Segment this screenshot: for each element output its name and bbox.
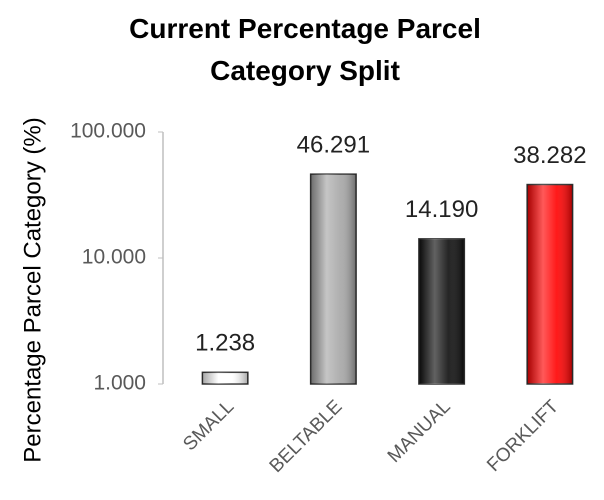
bar-shine [310,174,357,384]
data-label: 1.238 [195,330,255,357]
y-tick-label: 10.000 [82,246,146,269]
x-tick-label: MANUAL [384,396,455,467]
x-tick-label: SMALL [179,396,238,455]
x-tick-label: BELTABLE [266,396,347,477]
x-tick-label: FORKLIFT [483,396,563,476]
chart-title: Current Percentage Parcel Category Split [129,13,481,86]
bar-shine [202,372,248,384]
data-label: 38.282 [513,142,586,169]
bar-shine [418,238,465,384]
y-tick-label: 100.000 [70,120,146,143]
data-label: 46.291 [297,131,370,158]
data-label: 14.190 [405,196,478,223]
y-tick-label: 1.000 [93,372,146,395]
bar-shine [527,184,573,384]
y-axis-label: Percentage Parcel Category (%) [19,117,46,463]
